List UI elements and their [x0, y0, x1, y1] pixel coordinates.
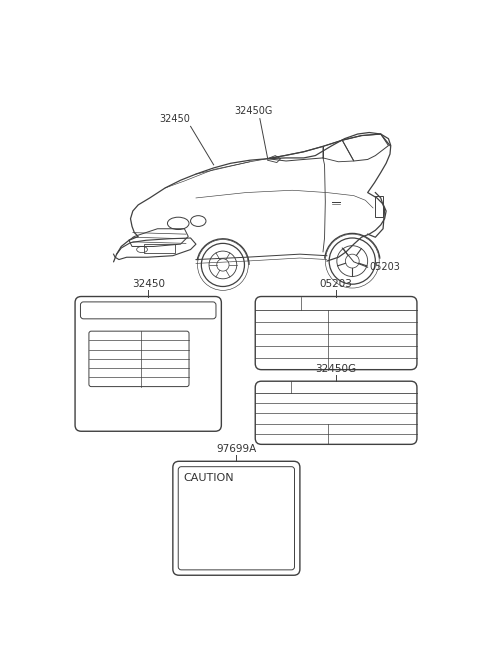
- Text: 97699A: 97699A: [216, 444, 256, 454]
- Text: 32450: 32450: [132, 279, 165, 290]
- Text: 05203: 05203: [320, 279, 352, 290]
- Text: 32450G: 32450G: [235, 106, 273, 116]
- Bar: [144, 244, 175, 253]
- Text: 05203: 05203: [369, 261, 400, 272]
- Text: 32450G: 32450G: [315, 364, 357, 374]
- Text: CAUTION: CAUTION: [184, 472, 234, 483]
- Text: 32450: 32450: [160, 114, 191, 124]
- Bar: [375, 196, 383, 217]
